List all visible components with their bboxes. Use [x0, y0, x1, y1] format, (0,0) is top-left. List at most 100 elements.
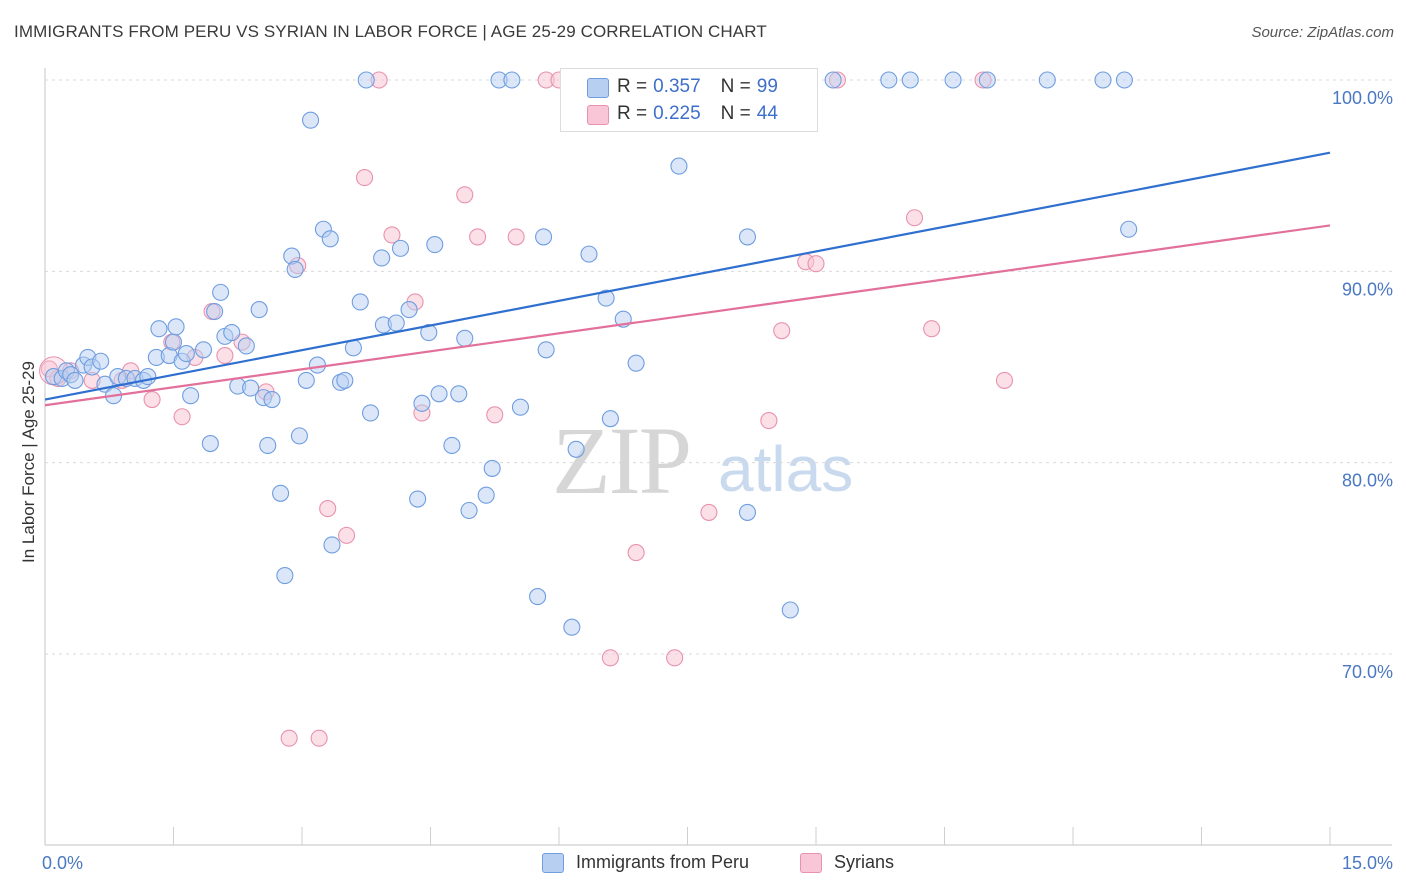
- peru-point: [357, 71, 375, 89]
- syrians-point: [310, 729, 328, 747]
- y-tick-label: 90.0%: [1342, 279, 1393, 299]
- peru-point: [276, 567, 294, 585]
- peru-point: [286, 260, 304, 278]
- syrians-point: [456, 186, 474, 204]
- peru-points: [45, 71, 1138, 636]
- peru-point: [413, 394, 431, 412]
- peru-point: [92, 352, 110, 370]
- peru-point: [535, 228, 553, 246]
- peru-point: [456, 329, 474, 347]
- peru-point: [901, 71, 919, 89]
- peru-point: [580, 245, 598, 263]
- peru-point: [1115, 71, 1133, 89]
- peru-point: [443, 436, 461, 454]
- peru-point: [250, 301, 268, 319]
- watermark-zip: ZIP: [552, 407, 692, 514]
- syrians-point: [280, 729, 298, 747]
- peru-point: [420, 324, 438, 342]
- peru-point: [361, 404, 380, 422]
- peru-point: [503, 71, 521, 89]
- y-tick-label: 80.0%: [1342, 471, 1393, 491]
- series-swatch-syrians: [800, 852, 822, 873]
- peru-point: [1094, 71, 1112, 89]
- syrians-point: [173, 408, 191, 426]
- syrians-point: [700, 503, 718, 521]
- chart-source: Source: ZipAtlas.com: [1251, 24, 1394, 41]
- peru-point: [259, 436, 277, 454]
- syrians-point: [923, 320, 941, 338]
- peru-point: [237, 337, 255, 355]
- peru-point: [1120, 220, 1138, 238]
- peru-point: [164, 333, 183, 351]
- legend-n-value: 99: [756, 76, 778, 97]
- stats-legend: R = 0.357 N = 99 R = 0.225 N = 44: [560, 68, 818, 132]
- syrians-point: [383, 226, 401, 244]
- peru-point: [391, 239, 410, 257]
- y-tick-label: 70.0%: [1342, 662, 1393, 682]
- tick-labels: 70.0% 80.0% 90.0% 100.0% 0.0% 15.0%: [42, 88, 1393, 873]
- series-legend: Immigrants from Peru Syrians: [0, 852, 1406, 878]
- syrians-point: [905, 209, 924, 227]
- syrians-point: [143, 390, 161, 409]
- peru-point: [483, 459, 501, 477]
- syrians-point: [995, 371, 1014, 389]
- peru-point: [563, 618, 581, 636]
- x-tick-label: 15.0%: [1342, 853, 1393, 873]
- peru-point: [201, 434, 219, 453]
- peru-point: [537, 341, 555, 359]
- peru-point: [880, 71, 898, 89]
- peru-point: [738, 503, 757, 521]
- syrians-point: [627, 544, 645, 562]
- series-legend-syrians[interactable]: Syrians: [800, 852, 894, 873]
- peru-point: [290, 427, 308, 445]
- peru-point: [738, 228, 757, 246]
- peru-point: [529, 588, 547, 606]
- peru-point: [323, 536, 341, 554]
- legend-r-label: R =: [617, 76, 648, 97]
- peru-point: [177, 345, 195, 363]
- syrians-point: [319, 500, 337, 518]
- series-label-peru: Immigrants from Peru: [576, 852, 750, 872]
- legend-n-label: N =: [720, 76, 751, 97]
- peru-point: [1038, 71, 1056, 89]
- peru-point: [426, 235, 444, 254]
- peru-point: [351, 293, 369, 311]
- chart-title: IMMIGRANTS FROM PERU VS SYRIAN IN LABOR …: [14, 22, 767, 41]
- peru-point: [336, 371, 354, 389]
- peru-point: [627, 354, 645, 372]
- legend-r-label: R =: [617, 103, 648, 124]
- syrians-point: [760, 412, 778, 430]
- syrians-point: [807, 255, 825, 273]
- peru-point: [212, 283, 230, 301]
- legend-n-value: 44: [756, 103, 778, 124]
- legend-n-label: N =: [720, 103, 751, 124]
- syrians-point: [469, 228, 487, 246]
- peru-point: [477, 486, 495, 504]
- syrians-point: [666, 649, 684, 667]
- syrians-point: [601, 649, 619, 667]
- gridlines: [45, 79, 1392, 655]
- syrians-point: [486, 406, 504, 424]
- peru-point: [66, 371, 84, 389]
- peru-point: [297, 371, 315, 389]
- peru-point: [601, 410, 619, 428]
- peru-point: [824, 71, 842, 89]
- peru-point: [400, 301, 418, 319]
- syrians-point: [507, 228, 525, 246]
- series-swatch-peru: [542, 852, 564, 873]
- series-legend-peru[interactable]: Immigrants from Peru: [542, 852, 749, 873]
- syrians-point: [337, 526, 356, 544]
- legend-swatch-peru: [587, 78, 609, 98]
- legend-r-value: 0.357: [653, 76, 701, 97]
- peru-point: [597, 289, 615, 307]
- legend-row-syrians: R = 0.225 N = 44: [587, 100, 778, 128]
- series-label-syrians: Syrians: [834, 852, 895, 872]
- peru-point: [302, 111, 320, 129]
- peru-point: [321, 230, 339, 248]
- peru-point: [263, 390, 281, 409]
- syrians-trend-line: [44, 224, 1331, 407]
- peru-point: [387, 314, 405, 332]
- peru-point: [308, 356, 326, 374]
- syrians-point: [216, 346, 234, 365]
- peru-point: [223, 324, 241, 342]
